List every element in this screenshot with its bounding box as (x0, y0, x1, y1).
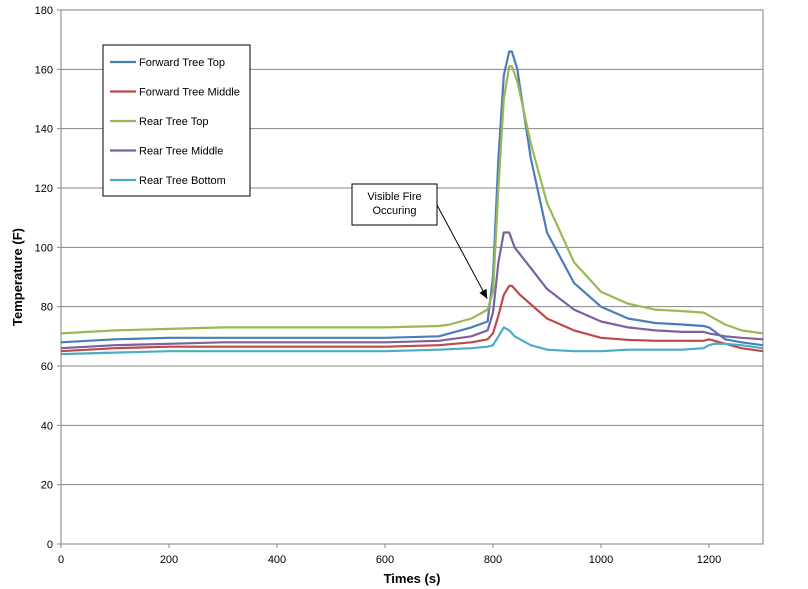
y-tick-label: 0 (47, 539, 53, 551)
series-line-rear-tree-bottom (60, 326, 764, 356)
y-tick-label: 100 (35, 242, 53, 254)
series-line-forward-tree-top (60, 50, 764, 347)
annotation: Visible Fire Occuring (351, 183, 488, 299)
series-line-forward-tree-middle (60, 284, 764, 353)
x-axis-title: Times (s) (384, 571, 441, 586)
x-tick-label: 400 (268, 554, 286, 566)
y-axis-title: Temperature (F) (10, 228, 25, 326)
legend-label-rear-tree-middle: Rear Tree Middle (139, 146, 223, 158)
legend-label-rear-tree-bottom: Rear Tree Bottom (139, 175, 226, 187)
y-tick-label: 60 (41, 361, 53, 373)
axis-ticks: 0 20 40 60 80 100 120 140 160 180 0 200 400 600 800 100… (35, 5, 722, 566)
plot-area-frame (60, 9, 764, 545)
y-tick-label: 140 (35, 124, 53, 136)
annotation-text-line: Visible Fire (367, 191, 421, 203)
y-tick-label: 160 (35, 64, 53, 76)
annotation-box (351, 183, 438, 226)
x-tick-label: 200 (160, 554, 178, 566)
y-tick-label: 20 (41, 480, 53, 492)
legend-label-forward-tree-middle: Forward Tree Middle (139, 87, 240, 99)
x-tick-label: 0 (58, 554, 64, 566)
series-line-rear-tree-top (60, 65, 764, 335)
legend: Forward Tree Top Forward Tree Middle Rear … (102, 44, 251, 197)
legend-label-forward-tree-top: Forward Tree Top (139, 57, 225, 69)
x-tick-label: 1200 (697, 554, 721, 566)
series-lines (60, 50, 764, 356)
legend-label-rear-tree-top: Rear Tree Top (139, 116, 209, 128)
x-tick-label: 1000 (589, 554, 613, 566)
y-tick-label: 120 (35, 183, 53, 195)
y-tick-label: 80 (41, 302, 53, 314)
annotation-text-line: Occuring (372, 205, 416, 217)
annotation-arrowhead (479, 288, 488, 299)
y-tick-label: 40 (41, 420, 53, 432)
x-tick-label: 800 (484, 554, 502, 566)
series-line-rear-tree-middle (60, 231, 764, 350)
annotation-arrow-line (436, 204, 488, 299)
y-tick-label: 180 (35, 5, 53, 17)
x-tick-label: 600 (376, 554, 394, 566)
